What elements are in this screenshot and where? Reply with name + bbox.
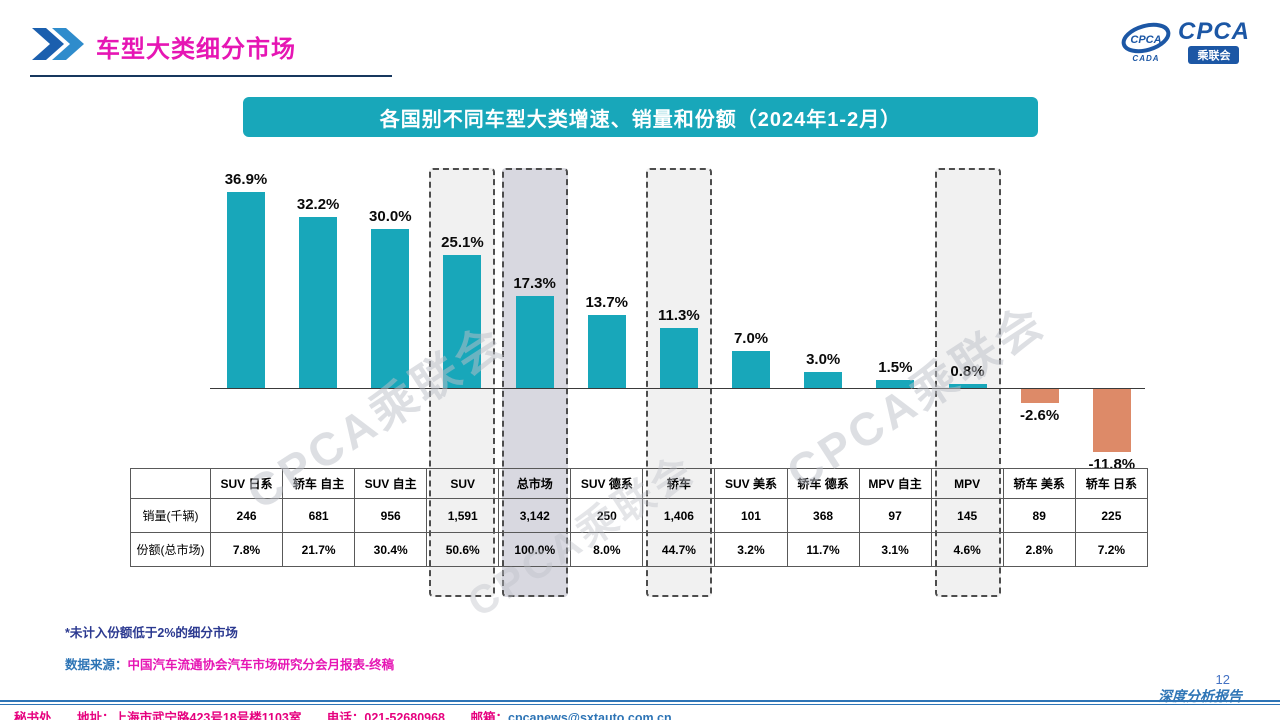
bar-总市场 (515, 296, 554, 388)
footer-rule (0, 704, 1280, 705)
cpca-badge: 乘联会 (1188, 46, 1240, 64)
bar-轿车 自主 (299, 217, 338, 388)
cpca-logo: CPCA CADA CPCA 乘联会 (1120, 20, 1250, 64)
bar-SUV 德系 (587, 315, 626, 388)
bar-MPV (948, 383, 987, 388)
table-cell-share: 11.7% (786, 532, 860, 567)
table-corner-cell (130, 468, 211, 499)
table-cell-sales: 3,142 (498, 498, 572, 533)
bar-value-label: 11.3% (658, 307, 700, 325)
table-cell-share: 100.0% (498, 532, 572, 567)
cpca-logo-swoosh: CPCA (1121, 22, 1171, 53)
table-col-header: 轿车 自主 (282, 468, 356, 499)
table-cell-share: 3.2% (714, 532, 788, 567)
table-cell-sales: 681 (282, 498, 356, 533)
table-cell-share: 30.4% (354, 532, 428, 567)
table-col-header: 轿车 (642, 468, 716, 499)
notes: *未计入份额低于2%的细分市场 数据来源：中国汽车流通协会汽车市场研究分会月报表… (65, 622, 394, 673)
data-table: SUV 日系 轿车 自主 SUV 自主 SUV 总市场 SUV 德系 轿车 SUV 美系 轿车 … (130, 468, 1149, 567)
table-cell-sales: 89 (1002, 498, 1076, 533)
bar-轿车 德系 (804, 372, 843, 388)
table-cell-sales: 368 (786, 498, 860, 533)
table-col-header: 总市场 (498, 468, 572, 499)
bar-value-label: 1.5% (878, 359, 913, 377)
table-col-header: SUV 自主 (354, 468, 428, 499)
source-label: 数据来源： (65, 658, 128, 672)
bar-SUV 美系 (732, 350, 771, 388)
table-row-label: 份额(总市场) (130, 532, 211, 567)
bar-SUV (443, 254, 482, 388)
footer-phone: 电话：021-52680968 (326, 711, 446, 720)
chart-baseline (210, 388, 1145, 389)
chart-title: 各国别不同车型大类增速、销量和份额（2024年1-2月） (379, 108, 902, 131)
page-number: 12 (1215, 672, 1230, 687)
table-col-header: MPV (930, 468, 1004, 499)
table-col-header: MPV 自主 (858, 468, 932, 499)
bar-value-label: 36.9% (224, 171, 268, 189)
table-cell-share: 44.7% (642, 532, 716, 567)
table-row-label: 销量(千辆) (130, 498, 211, 533)
bar-轿车 (659, 328, 698, 388)
table-cell-share: 2.8% (1002, 532, 1076, 567)
table-col-header: 轿车 美系 (1002, 468, 1076, 499)
page-title: 车型大类细分市场 (96, 36, 296, 63)
table-cell-share: 7.2% (1074, 532, 1149, 567)
table-cell-share: 50.6% (426, 532, 500, 567)
footer-dept: 秘书处 (14, 711, 52, 720)
table-cell-sales: 956 (354, 498, 428, 533)
footer-rule (0, 700, 1280, 702)
bar-value-label: 32.2% (296, 196, 340, 214)
footer-email-label: 邮箱： (470, 711, 509, 720)
bar-value-label: 3.0% (806, 351, 841, 369)
bar-SUV 自主 (371, 229, 410, 388)
bar-value-label: 25.1% (441, 233, 484, 251)
footer-contact: 秘书处 地址：上海市武宁路423号18号楼1103室 电话：021-526809… (14, 707, 672, 720)
chevron-icon (30, 26, 86, 67)
table-cell-sales: 225 (1074, 498, 1149, 533)
table-cell-share: 3.1% (858, 532, 932, 567)
bar-轿车 日系 (1092, 389, 1131, 452)
report-label: 深度分析报告 (1158, 690, 1242, 705)
table-cell-share: 21.7% (282, 532, 356, 567)
table-cell-sales: 246 (209, 498, 284, 533)
table-col-header: SUV (426, 468, 500, 499)
table-col-header: 轿车 德系 (786, 468, 860, 499)
table-col-header: 轿车 日系 (1074, 468, 1149, 499)
table-cell-share: 4.6% (930, 532, 1004, 567)
cpca-logo-mark: CPCA CADA (1120, 22, 1172, 63)
table-col-header: SUV 美系 (714, 468, 788, 499)
table-col-header: SUV 德系 (570, 468, 644, 499)
svg-text:CPCA: CPCA (1130, 34, 1161, 46)
page-header: 车型大类细分市场 (30, 26, 392, 77)
bar-轿车 美系 (1020, 389, 1059, 403)
bar-value-label: 17.3% (513, 275, 556, 293)
chart-title-banner: 各国别不同车型大类增速、销量和份额（2024年1-2月） (243, 97, 1038, 137)
footer-email: cpcanews@sxtauto.com.cn (508, 711, 672, 720)
source-text: 中国汽车流通协会汽车市场研究分会月报表-终稿 (127, 658, 395, 672)
bar-SUV 日系 (227, 192, 265, 388)
table-cell-sales: 250 (570, 498, 644, 533)
footer-address: 地址：上海市武宁路423号18号楼1103室 (77, 711, 302, 720)
bar-value-label: -2.6% (1020, 406, 1060, 424)
cada-label: CADA (1132, 53, 1160, 63)
table-cell-share: 8.0% (570, 532, 644, 567)
table-col-header: SUV 日系 (209, 468, 284, 499)
table-cell-sales: 1,406 (642, 498, 716, 533)
table-cell-sales: 101 (714, 498, 788, 533)
footnote: *未计入份额低于2%的细分市场 (65, 626, 238, 640)
table-cell-sales: 97 (858, 498, 932, 533)
bar-value-label: 13.7% (585, 294, 629, 312)
source-note: 数据来源：中国汽车流通协会汽车市场研究分会月报表-终稿 (65, 654, 394, 673)
table-cell-share: 7.8% (209, 532, 284, 567)
bar-MPV 自主 (876, 380, 915, 388)
table-cell-sales: 145 (930, 498, 1004, 533)
bar-value-label: 30.0% (369, 208, 412, 225)
bar-value-label: 0.8% (950, 362, 985, 380)
bar-value-label: 7.0% (733, 329, 769, 347)
cpca-wordmark: CPCA (1177, 18, 1250, 45)
table-cell-sales: 1,591 (426, 498, 500, 533)
bar-chart: 36.9% 32.2% 30.0% 25.1% 17.3% 13.7% 11.3% 7.0% 3… (205, 165, 1150, 473)
